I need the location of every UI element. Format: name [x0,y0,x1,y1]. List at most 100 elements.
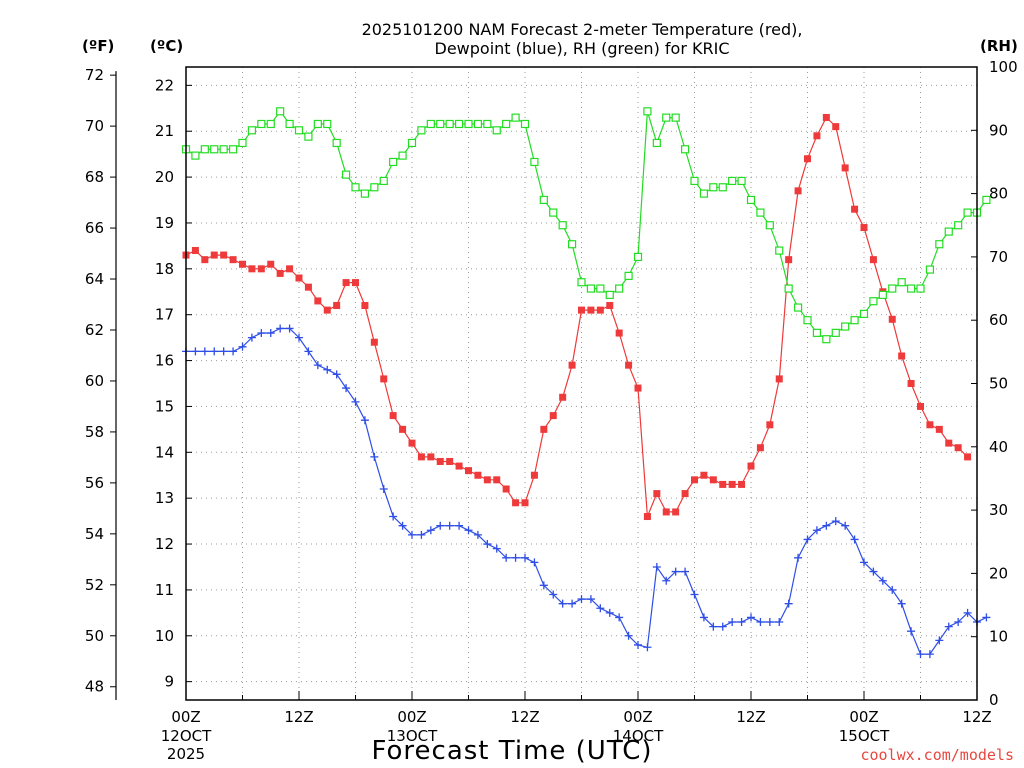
2-meter-temperature-point [521,499,529,507]
2-meter-temperature-point [766,421,774,429]
rh-point [247,126,257,135]
rh-point [615,284,624,293]
2-meter-temperature-point [945,439,953,447]
rh-tick-label: 70 [989,248,1008,266]
2-meter-temperature-point [662,508,670,516]
dewpoint-point [850,535,859,544]
2-meter-temperature-point [210,251,218,259]
dewpoint-point [812,526,821,535]
rh-point [436,119,445,129]
2-meter-temperature-point [634,384,642,392]
time-tick-label: 12Z [284,708,313,726]
rh-point [709,183,718,192]
dewpoint-point [521,553,529,562]
fahrenheit-tick-label: 70 [85,117,104,135]
rh-point [784,284,793,293]
2-meter-temperature-point [964,453,972,461]
dewpoint-point [596,604,605,613]
2-meter-temperature-point [455,462,463,470]
rh-point [483,119,492,129]
chart-title-line-2: Dewpoint (blue), RH (green) for KRIC [435,39,730,58]
rh-tick-label: 90 [989,121,1008,139]
fahrenheit-tick-label: 48 [85,678,104,696]
2-meter-temperature-point [399,425,407,433]
rh-point [332,138,341,148]
rh-point [662,113,671,122]
fahrenheit-tick-label: 64 [85,270,104,288]
rh-point [530,157,539,167]
dewpoint-point [455,521,464,530]
dewpoint-point [530,558,539,567]
2-meter-temperature-point [907,380,915,387]
gridlines [186,67,977,700]
dewpoint-point [765,618,774,627]
dewpoint-point [907,627,916,636]
time-tick-date: 12OCT [161,727,212,745]
rh-unit-label: (RH) [980,37,1018,55]
2-meter-temperature-point [530,471,538,479]
rh-point [737,176,746,186]
dewpoint-point [247,333,256,342]
rh-point [426,119,435,129]
2-meter-temperature-point [446,457,454,465]
dewpoint-point [210,347,219,356]
rh-point [407,138,417,148]
dewpoint-point [417,530,426,539]
dewpoint-point [445,521,454,530]
2-meter-temperature-point [615,329,623,337]
dewpoint-point [652,562,661,571]
celsius-tick-label: 16 [155,352,174,370]
2-meter-temperature-point [493,476,501,484]
time-tick-year: 2025 [167,745,205,763]
dewpoint-point [869,567,878,576]
2-meter-temperature-point [370,338,378,346]
celsius-tick-label: 15 [155,397,174,415]
2-meter-temperature-point [333,302,341,310]
dewpoint-point [794,553,803,562]
2-meter-temperature-point [257,265,265,273]
dewpoint-point [605,608,614,617]
time-tick-date: 14OCT [613,727,664,745]
celsius-tick-label: 17 [155,306,174,324]
rh-point [624,271,633,280]
rh-point [803,316,812,325]
rh-point [982,195,991,205]
dewpoint-point [737,618,746,627]
dewpoint-point [634,640,642,649]
chart-title-line-1: 2025101200 NAM Forecast 2-meter Temperat… [362,20,803,39]
2-meter-temperature-point [304,283,312,291]
2-meter-temperature-point [352,279,359,287]
rh-point [925,265,935,274]
rh-point [398,151,407,160]
rh-tick-label: 100 [989,58,1018,76]
2-meter-temperature-point [201,256,209,264]
dewpoint-line [186,327,987,655]
rh-point [210,145,219,154]
2-meter-temperature-point [474,471,482,479]
dewpoint-point [323,365,332,374]
dewpoint-point [935,636,944,645]
dewpoint-point [436,521,445,530]
dewpoint-point [925,650,934,659]
2-meter-temperature-point [643,513,651,521]
2-meter-temperature-point [709,476,717,484]
dewpoint-series [182,324,991,659]
rh-point [313,119,322,129]
2-meter-temperature-point [596,306,604,314]
dewpoint-point [568,599,577,608]
2-meter-temperature-point [540,425,548,433]
2-meter-temperature-point [286,265,294,273]
dewpoint-point [963,608,972,617]
dewpoint-point [662,576,671,585]
2-meter-temperature-point [653,490,661,498]
2-meter-temperature-point [606,302,614,310]
temperature-axes: 9 10 11 12 13 14 15 16 17 18 19 20 21 22 48 50 52 54 56 58 6… [85,66,192,700]
dewpoint-point [360,416,369,425]
dewpoint-point [878,576,887,585]
rh-point [699,189,709,198]
2-meter-temperature-point [851,205,859,213]
dewpoint-point [539,581,548,590]
time-tick-label: 00Z [397,708,426,726]
